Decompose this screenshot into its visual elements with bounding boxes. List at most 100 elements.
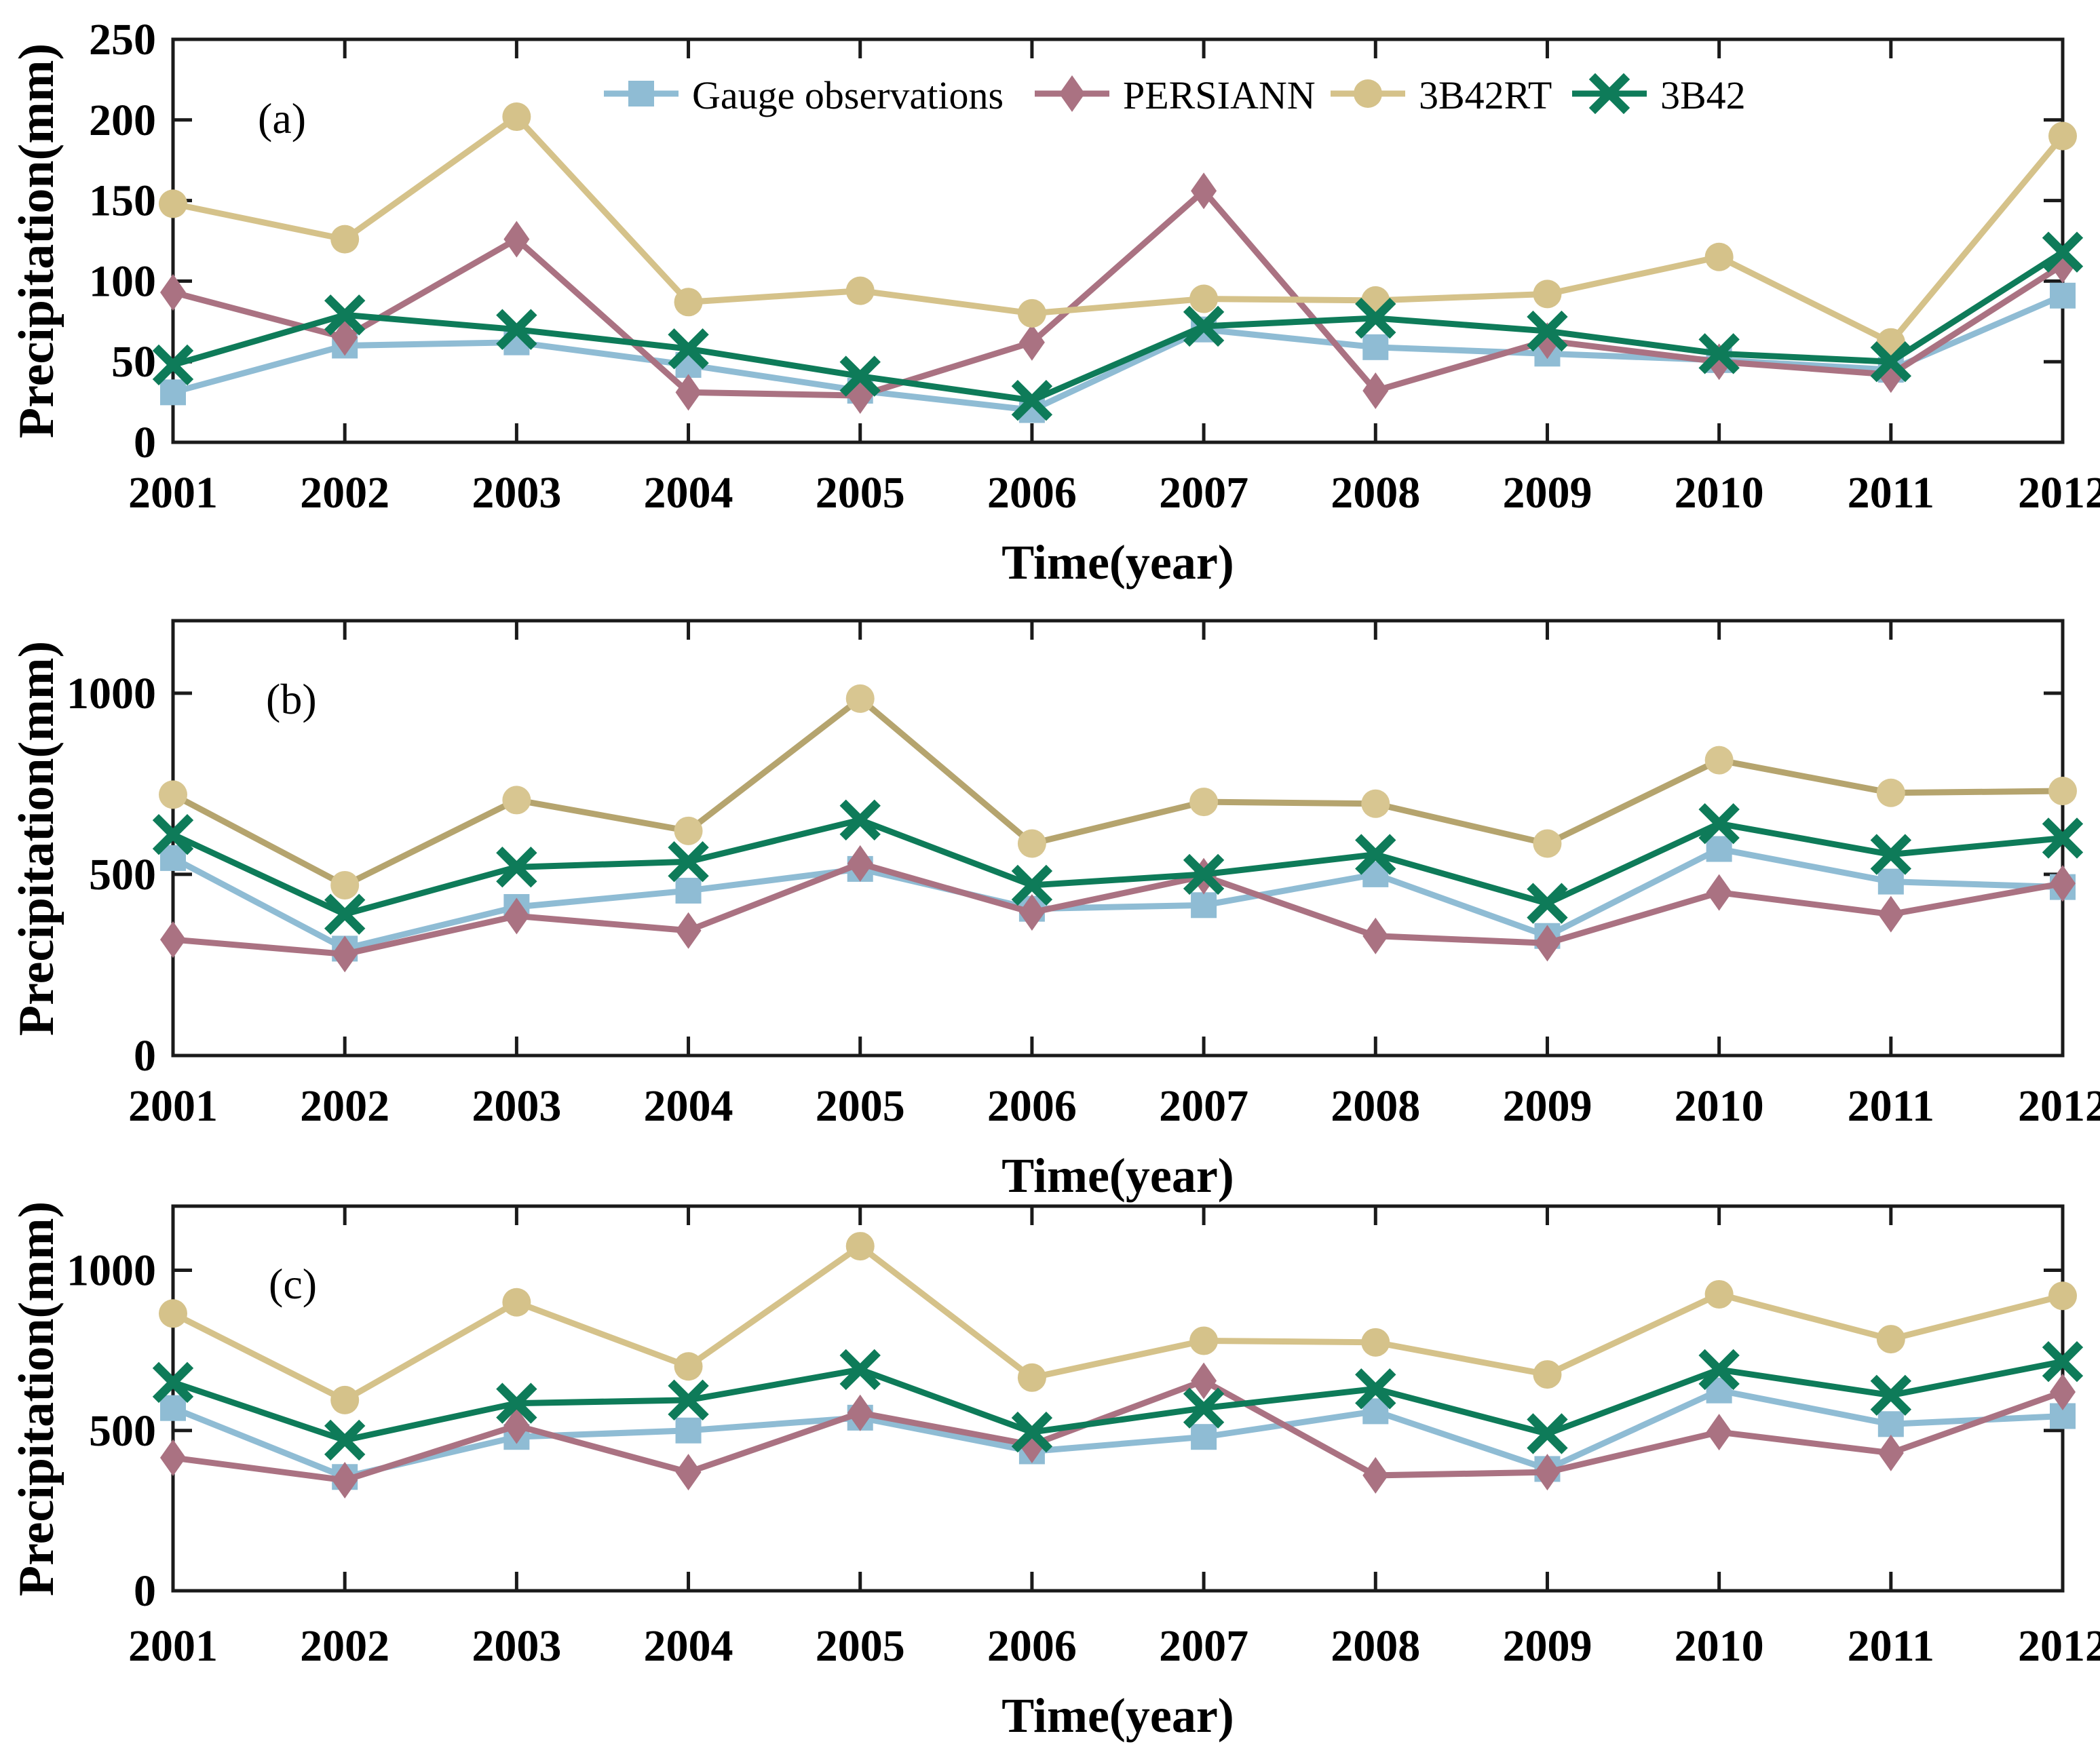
x-tick-label-2002: 2002	[300, 468, 389, 518]
marker-persiann	[675, 1454, 702, 1491]
x-tick-label-2008: 2008	[1331, 1081, 1420, 1131]
marker-gauge-observations	[1877, 868, 1904, 895]
marker-3b42	[1183, 853, 1225, 895]
marker-3b42	[1527, 1413, 1568, 1454]
marker-3b42rt	[674, 816, 703, 845]
marker-persiann	[332, 935, 358, 973]
y-tick-label-200: 200	[89, 96, 156, 145]
marker-3b42rt	[502, 1288, 531, 1317]
marker-persiann	[160, 1439, 186, 1476]
marker-persiann	[675, 374, 702, 411]
series-line-persiann	[172, 187, 2065, 399]
series-line-persiann	[172, 1378, 2064, 1484]
y-tick-label-0: 0	[134, 1031, 156, 1081]
marker-3b42	[496, 847, 537, 888]
marker-3b42	[1527, 310, 1568, 352]
x-tick-label-2011: 2011	[1848, 1081, 1934, 1131]
x-tick-label-2005: 2005	[816, 1081, 905, 1131]
marker-3b42	[324, 294, 366, 336]
marker-persiann	[1191, 172, 1217, 210]
marker-persiann	[675, 912, 702, 949]
x-tick-label-2002: 2002	[300, 1621, 389, 1671]
marker-3b42rt	[330, 870, 360, 900]
marker-persiann	[1706, 874, 1732, 911]
x-tick-label-2001: 2001	[128, 1621, 218, 1671]
legend-item-3b42rt	[1331, 79, 1405, 108]
marker-persiann	[503, 1407, 530, 1444]
marker-3b42	[1698, 333, 1740, 374]
legend	[604, 73, 1647, 115]
x-tick-label-2007: 2007	[1159, 1081, 1248, 1131]
x-tick-label-2007: 2007	[1159, 1621, 1248, 1671]
marker-gauge-observations	[160, 379, 186, 406]
marker-gauge-observations	[160, 845, 186, 871]
series-line-3b42rt	[171, 1243, 2064, 1404]
marker-persiann	[1706, 1414, 1732, 1451]
marker-3b42	[839, 799, 881, 840]
marker-3b42rt	[2048, 777, 2077, 806]
marker-3b42	[668, 1379, 709, 1421]
y-axis-title: Precipitation(mm)	[9, 43, 64, 438]
x-tick-label-2001: 2001	[128, 468, 218, 518]
marker-3b42	[1527, 883, 1568, 924]
panel-a	[152, 37, 2084, 444]
marker-persiann	[503, 220, 530, 258]
legend-label-gauge-observations: Gauge observations	[692, 73, 1004, 117]
marker-3b42	[496, 309, 537, 350]
marker-3b42rt	[1017, 829, 1046, 858]
x-tick-label-2009: 2009	[1502, 1081, 1592, 1131]
series-line-3b42rt	[172, 113, 2065, 346]
marker-gauge-observations	[1362, 334, 1389, 360]
marker-3b42	[1355, 297, 1396, 339]
marker-persiann	[1362, 1456, 1389, 1494]
legend-item-persiann	[1035, 75, 1109, 112]
legend-item-3b42	[1572, 73, 1647, 115]
y-tick-label-500: 500	[89, 850, 156, 900]
x-tick-label-2002: 2002	[300, 1081, 389, 1131]
x-tick-label-2006: 2006	[987, 468, 1077, 518]
marker-3b42	[1698, 803, 1740, 845]
series-persiann	[160, 845, 2076, 973]
marker-persiann	[1362, 917, 1389, 954]
marker-persiann	[332, 1461, 358, 1499]
marker-persiann	[1018, 324, 1045, 361]
marker-3b42rt	[1189, 1326, 1219, 1355]
marker-3b42rt	[674, 288, 703, 317]
plot-box	[171, 37, 2065, 444]
marker-3b42	[152, 344, 194, 386]
x-tick-label-2003: 2003	[472, 468, 561, 518]
y-tick-label-1000: 1000	[66, 669, 156, 718]
marker-3b42	[1355, 834, 1396, 875]
panel-c	[152, 1204, 2084, 1593]
marker-3b42	[1870, 1374, 1912, 1416]
series-line-3b42rt	[171, 695, 2063, 889]
series-gauge-observations	[160, 1377, 2076, 1490]
marker-persiann	[1191, 1362, 1217, 1399]
legend-marker-persiann	[1059, 75, 1085, 112]
x-axis-title: Time(year)	[1001, 535, 1234, 589]
marker-3b42rt	[674, 1352, 703, 1381]
marker-3b42	[2042, 817, 2084, 859]
x-tick-label-2012: 2012	[2018, 1621, 2100, 1671]
marker-3b42	[1870, 341, 1912, 383]
marker-3b42	[152, 1361, 194, 1404]
x-tick-label-2007: 2007	[1159, 468, 1248, 518]
marker-3b42	[324, 1419, 366, 1461]
marker-gauge-observations	[1191, 1424, 1217, 1450]
marker-persiann	[160, 274, 186, 311]
marker-3b42rt	[845, 684, 875, 713]
marker-3b42	[2042, 1340, 2084, 1383]
marker-persiann	[1534, 925, 1561, 962]
marker-gauge-observations	[1877, 1411, 1904, 1437]
panel-b	[152, 619, 2084, 1058]
marker-persiann	[2050, 1374, 2076, 1411]
plot-box	[171, 1204, 2065, 1593]
y-tick-label-250: 250	[89, 15, 156, 64]
x-axis-title: Time(year)	[1001, 1688, 1234, 1743]
x-tick-label-2010: 2010	[1675, 468, 1764, 518]
marker-3b42	[496, 1383, 537, 1424]
marker-3b42rt	[1704, 1279, 1734, 1309]
series-line-3b42	[172, 1358, 2063, 1444]
marker-3b42	[1698, 1349, 1740, 1391]
